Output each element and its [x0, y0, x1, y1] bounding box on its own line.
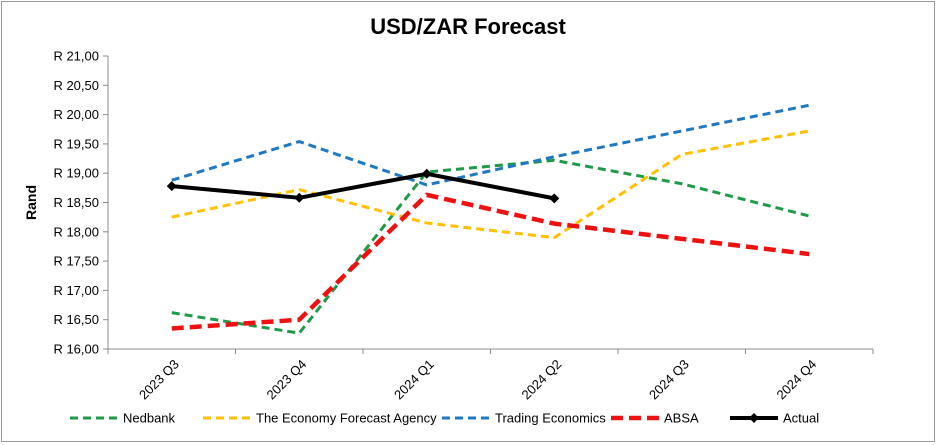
y-tick-label: R 19,50 — [53, 136, 99, 151]
x-tick-label: 2024 Q2 — [518, 357, 564, 403]
legend-label: Actual — [783, 411, 819, 426]
x-tick-label: 2023 Q3 — [136, 357, 182, 403]
series-line-trading-economics — [171, 103, 810, 187]
legend: Nedbank The Economy Forecast Agency Tradin… — [70, 411, 819, 426]
series-line-actual — [171, 171, 555, 201]
y-tick-label: R 16,00 — [53, 342, 99, 357]
data-point-marker — [549, 193, 560, 204]
series-line-nedbank — [171, 158, 810, 335]
legend-label: Trading Economics — [495, 411, 606, 426]
y-axis-label: Rand — [23, 185, 39, 220]
data-point-marker — [421, 168, 432, 179]
y-tick-label: R 20,00 — [53, 107, 99, 122]
series-lines — [166, 103, 810, 335]
data-point-marker — [294, 192, 305, 203]
y-tick-label: R 21,00 — [53, 49, 99, 64]
y-tick-label: R 18,50 — [53, 195, 99, 210]
x-tick-label: 2024 Q3 — [646, 357, 692, 403]
x-tick-label: 2024 Q1 — [391, 357, 437, 403]
data-point-marker — [166, 181, 177, 192]
y-tick-label: R 16,50 — [53, 312, 99, 327]
legend-label: Nedbank — [123, 411, 176, 426]
legend-label: ABSA — [664, 411, 699, 426]
y-axis: R 16,00 R 16,50 R 17,00 R 17,50 R 18,00 R 18,… — [23, 49, 109, 357]
x-axis: 2023 Q3 2023 Q4 2024 Q1 2024 Q2 2024 Q3 2024 … — [107, 348, 874, 403]
x-tick-label: 2023 Q4 — [263, 357, 309, 403]
chart-title: USD/ZAR Forecast — [370, 14, 566, 39]
series-line-absa — [171, 192, 810, 331]
legend-marker — [749, 413, 759, 423]
y-tick-label: R 20,50 — [53, 78, 99, 93]
x-tick-label: 2024 Q4 — [773, 357, 819, 403]
legend-label: The Economy Forecast Agency — [256, 411, 437, 426]
y-tick-label: R 17,50 — [53, 254, 99, 269]
y-tick-label: R 18,00 — [53, 224, 99, 239]
y-tick-label: R 17,00 — [53, 283, 99, 298]
y-tick-label: R 19,00 — [53, 166, 99, 181]
